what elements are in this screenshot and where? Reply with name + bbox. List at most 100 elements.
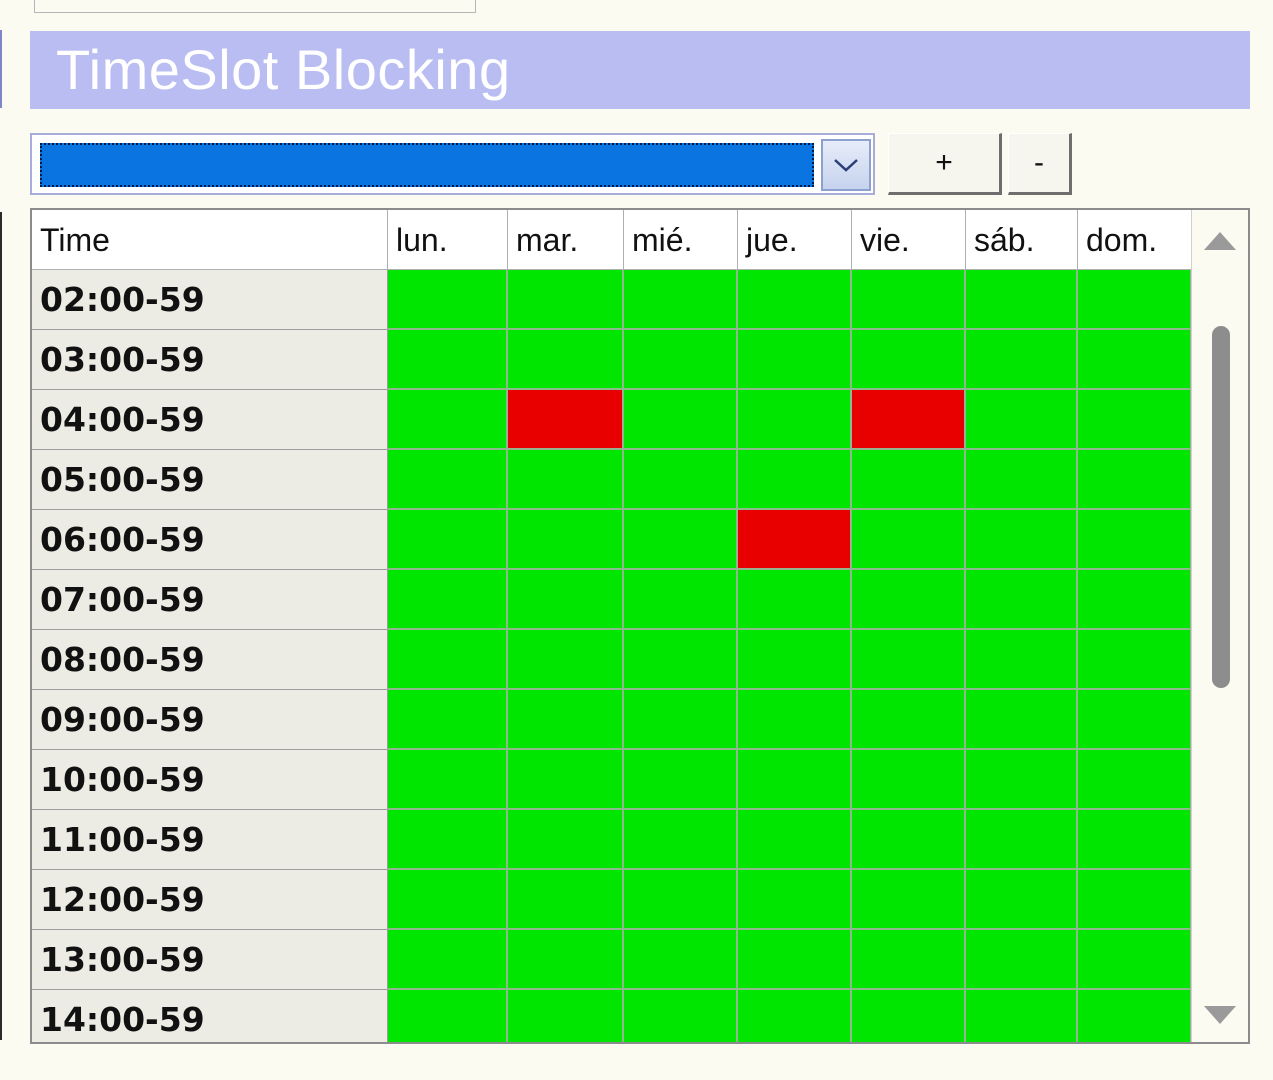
timeslot-cell-open[interactable] [508,810,624,870]
row-header-time[interactable]: 07:00-59 [32,570,388,630]
schedule-selector[interactable] [30,133,875,195]
scroll-thumb[interactable] [1212,326,1230,688]
timeslot-cell-open[interactable] [738,690,852,750]
scroll-up-arrow-icon[interactable] [1204,232,1236,250]
timeslot-cell-open[interactable] [624,390,738,450]
column-header-day[interactable]: sáb. [966,210,1078,270]
row-header-time[interactable]: 05:00-59 [32,450,388,510]
row-header-time[interactable]: 12:00-59 [32,870,388,930]
timeslot-cell-open[interactable] [966,690,1078,750]
column-header-day[interactable]: mié. [624,210,738,270]
timeslot-cell-blocked[interactable] [508,390,624,450]
timeslot-cell-open[interactable] [624,810,738,870]
timeslot-cell-open[interactable] [508,690,624,750]
vertical-scrollbar[interactable] [1191,210,1248,1042]
timeslot-cell-open[interactable] [1078,690,1192,750]
timeslot-cell-open[interactable] [388,810,508,870]
timeslot-cell-open[interactable] [388,990,508,1042]
timeslot-cell-open[interactable] [738,570,852,630]
timeslot-cell-open[interactable] [508,630,624,690]
row-header-time[interactable]: 03:00-59 [32,330,388,390]
add-button[interactable]: + [888,133,1002,195]
timeslot-cell-open[interactable] [852,630,966,690]
previous-field[interactable] [34,0,476,13]
timeslot-cell-blocked[interactable] [852,390,966,450]
column-header-time[interactable]: Time [32,210,388,270]
timeslot-cell-open[interactable] [966,630,1078,690]
timeslot-cell-open[interactable] [966,870,1078,930]
timeslot-cell-open[interactable] [508,450,624,510]
timeslot-cell-open[interactable] [966,930,1078,990]
timeslot-cell-open[interactable] [624,870,738,930]
timeslot-cell-open[interactable] [624,630,738,690]
timeslot-cell-open[interactable] [738,270,852,330]
row-header-time[interactable]: 13:00-59 [32,930,388,990]
timeslot-cell-open[interactable] [852,450,966,510]
timeslot-cell-open[interactable] [508,930,624,990]
dropdown-button[interactable] [821,139,871,191]
timeslot-cell-open[interactable] [624,690,738,750]
timeslot-cell-open[interactable] [852,870,966,930]
timeslot-cell-open[interactable] [508,990,624,1042]
timeslot-cell-open[interactable] [624,450,738,510]
timeslot-cell-open[interactable] [388,750,508,810]
timeslot-cell-open[interactable] [624,510,738,570]
timeslot-cell-open[interactable] [388,270,508,330]
column-header-day[interactable]: vie. [852,210,966,270]
column-header-day[interactable]: mar. [508,210,624,270]
timeslot-cell-open[interactable] [388,510,508,570]
timeslot-cell-open[interactable] [1078,630,1192,690]
timeslot-cell-open[interactable] [1078,330,1192,390]
timeslot-cell-open[interactable] [852,990,966,1042]
timeslot-cell-open[interactable] [1078,390,1192,450]
timeslot-cell-open[interactable] [966,390,1078,450]
timeslot-cell-open[interactable] [852,750,966,810]
column-header-day[interactable]: lun. [388,210,508,270]
timeslot-cell-open[interactable] [388,450,508,510]
timeslot-cell-open[interactable] [508,750,624,810]
timeslot-cell-open[interactable] [1078,930,1192,990]
timeslot-cell-open[interactable] [1078,270,1192,330]
timeslot-cell-open[interactable] [852,510,966,570]
timeslot-cell-open[interactable] [738,750,852,810]
timeslot-cell-open[interactable] [966,450,1078,510]
timeslot-cell-open[interactable] [738,930,852,990]
timeslot-cell-open[interactable] [966,270,1078,330]
timeslot-cell-open[interactable] [508,510,624,570]
timeslot-cell-open[interactable] [852,930,966,990]
timeslot-cell-open[interactable] [624,750,738,810]
timeslot-cell-open[interactable] [388,870,508,930]
timeslot-cell-open[interactable] [624,990,738,1042]
timeslot-cell-open[interactable] [966,810,1078,870]
timeslot-cell-open[interactable] [738,450,852,510]
timeslot-cell-open[interactable] [966,330,1078,390]
timeslot-cell-open[interactable] [1078,570,1192,630]
timeslot-cell-open[interactable] [1078,870,1192,930]
row-header-time[interactable]: 11:00-59 [32,810,388,870]
timeslot-cell-open[interactable] [1078,750,1192,810]
timeslot-cell-open[interactable] [966,990,1078,1042]
timeslot-cell-open[interactable] [388,330,508,390]
timeslot-cell-open[interactable] [388,570,508,630]
timeslot-cell-open[interactable] [738,630,852,690]
timeslot-cell-open[interactable] [388,930,508,990]
row-header-time[interactable]: 10:00-59 [32,750,388,810]
row-header-time[interactable]: 04:00-59 [32,390,388,450]
timeslot-cell-open[interactable] [1078,510,1192,570]
timeslot-cell-open[interactable] [1078,990,1192,1042]
timeslot-cell-open[interactable] [388,390,508,450]
column-header-day[interactable]: jue. [738,210,852,270]
timeslot-cell-open[interactable] [738,990,852,1042]
timeslot-cell-open[interactable] [738,810,852,870]
row-header-time[interactable]: 02:00-59 [32,270,388,330]
timeslot-cell-open[interactable] [624,570,738,630]
timeslot-cell-open[interactable] [966,570,1078,630]
row-header-time[interactable]: 06:00-59 [32,510,388,570]
timeslot-cell-open[interactable] [624,270,738,330]
timeslot-cell-open[interactable] [1078,810,1192,870]
timeslot-cell-open[interactable] [852,810,966,870]
timeslot-cell-open[interactable] [966,750,1078,810]
column-header-day[interactable]: dom. [1078,210,1192,270]
timeslot-cell-open[interactable] [508,270,624,330]
timeslot-cell-open[interactable] [388,690,508,750]
